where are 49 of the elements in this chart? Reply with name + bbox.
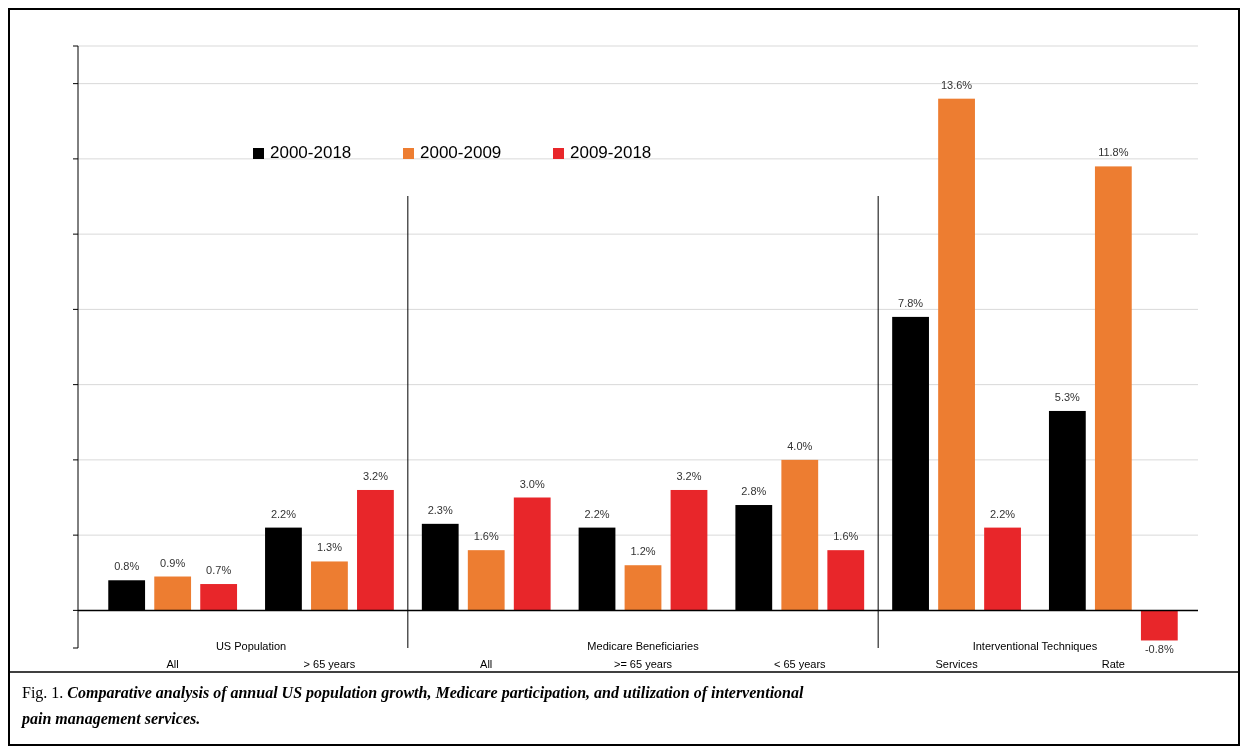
- x-tick-label: > 65 years: [303, 658, 356, 670]
- text: Fig. 1. Comparative analysis of annual US population growth, Medicare participation, and utilization of interventional pain management services.: [20, 684, 805, 728]
- annotation: Interventional Techniques: [972, 640, 1098, 652]
- legend-label: 2000-2009: [420, 143, 502, 162]
- bar: [984, 527, 1021, 611]
- bar: [311, 561, 348, 611]
- x-tick-label: >= 65 years: [613, 658, 673, 670]
- data-label: 2.8%: [741, 485, 767, 498]
- x-tick-label: All: [480, 658, 493, 670]
- data-label: 3.0%: [519, 477, 545, 490]
- bar: [513, 497, 551, 611]
- bar: [1140, 610, 1178, 641]
- data-label: 3.2%: [362, 469, 389, 482]
- x-tick-label: All: [166, 658, 179, 670]
- data-label: 1.2%: [630, 545, 656, 558]
- data-label: 13.6%: [940, 78, 973, 91]
- data-label: 3.2%: [676, 469, 702, 482]
- bar: [154, 576, 192, 611]
- data-label: -0.8%: [1144, 643, 1174, 656]
- bar: [467, 550, 505, 611]
- data-label: 11.8%: [1098, 146, 1129, 159]
- data-label: 0.8%: [114, 560, 140, 573]
- data-label: 1.3%: [316, 541, 343, 554]
- bar: [200, 584, 238, 611]
- bar: [938, 98, 975, 611]
- legend-label: 2009-2018: [570, 143, 652, 162]
- bar: [827, 550, 865, 611]
- bar: [357, 489, 394, 611]
- bar: [624, 565, 662, 611]
- annotation: Medicare Beneficiaries: [587, 640, 700, 652]
- data-label: 0.9%: [160, 556, 186, 569]
- data-label: 7.8%: [898, 296, 924, 309]
- data-label: 1.6%: [473, 530, 499, 543]
- data-label: 4.0%: [787, 439, 813, 452]
- bar: [670, 489, 708, 611]
- data-label: 0.7%: [206, 564, 232, 577]
- data-label: 2.2%: [990, 507, 1016, 520]
- data-label: 2.3%: [427, 503, 453, 516]
- bar: [781, 459, 819, 611]
- data-label: 1.6%: [833, 530, 859, 543]
- data-label: 2.2%: [270, 507, 297, 520]
- x-tick-label: Rate: [1101, 658, 1125, 670]
- bar: [1094, 166, 1132, 611]
- annotation: US Population: [215, 640, 287, 652]
- x-tick-label: Services: [935, 658, 979, 670]
- data-label: 2.2%: [584, 507, 610, 520]
- legend-label: 2000-2018: [270, 143, 352, 162]
- data-label: 5.3%: [1054, 390, 1081, 403]
- x-tick-label: < 65 years: [773, 658, 827, 670]
